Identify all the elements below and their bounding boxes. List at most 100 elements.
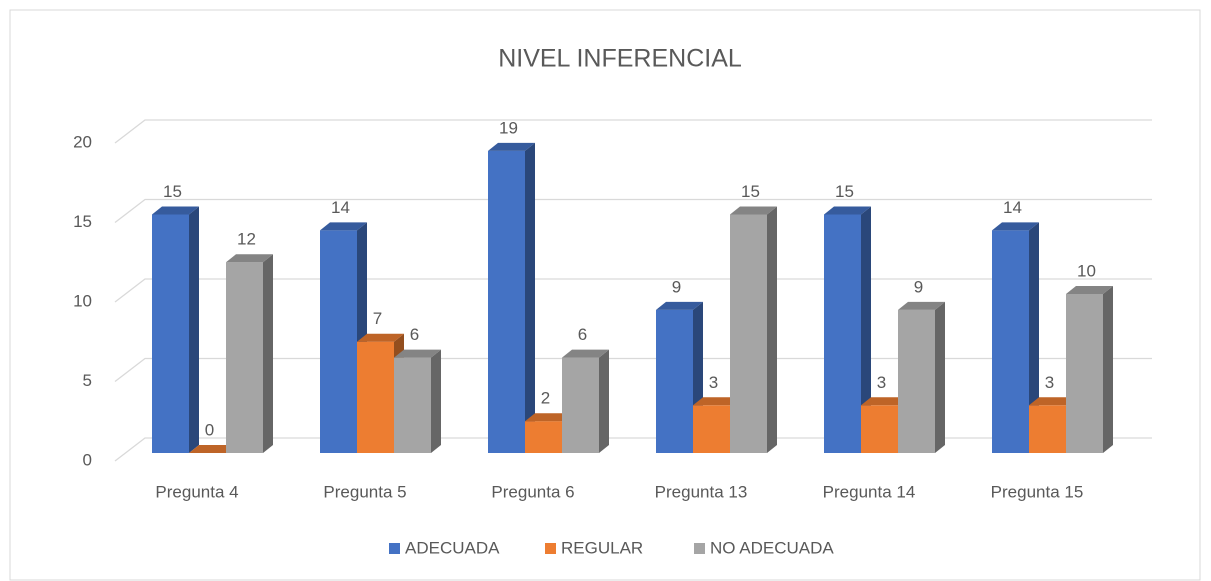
bar-top: [898, 301, 945, 310]
bar-front: [394, 357, 431, 453]
bar-front: [1029, 405, 1066, 453]
bar-front: [861, 405, 898, 453]
bar-side: [189, 206, 199, 453]
bar-top: [1029, 397, 1076, 406]
x-tick-label: Pregunta 6: [491, 482, 574, 501]
y-tick-label: 10: [73, 291, 92, 310]
bar-front: [525, 421, 562, 453]
bar-front: [357, 341, 394, 453]
bar-front: [824, 214, 861, 453]
grid-line: [114, 119, 1152, 144]
bar-front: [152, 214, 189, 453]
bar-top: [189, 445, 236, 453]
x-tick-label: Pregunta 13: [655, 482, 748, 501]
bar-side: [767, 206, 777, 453]
bar: [152, 206, 199, 453]
grid-line: [114, 278, 1152, 303]
bar-side: [1029, 222, 1039, 453]
bar: [898, 301, 945, 453]
x-tick-label: Pregunta 15: [991, 482, 1084, 501]
bar-top: [992, 222, 1039, 231]
bar-side: [935, 301, 945, 453]
y-tick-label: 0: [83, 450, 92, 469]
bar-side: [1103, 286, 1113, 453]
data-label: 15: [163, 182, 182, 201]
bar-top: [693, 397, 740, 406]
bar-front: [320, 230, 357, 453]
data-label: 14: [331, 198, 350, 217]
data-label: 6: [578, 325, 587, 344]
bar: [562, 349, 609, 453]
bar-top: [152, 206, 199, 215]
bar: [824, 206, 871, 453]
data-label: 3: [1045, 373, 1054, 392]
data-label: 6: [410, 325, 419, 344]
data-label: 15: [741, 182, 760, 201]
bar-front: [898, 309, 935, 453]
grid: [114, 119, 1152, 462]
data-label: 10: [1077, 261, 1096, 280]
bar-top: [525, 413, 572, 422]
legend-label: NO ADECUADA: [710, 538, 834, 557]
x-tick-label: Pregunta 14: [823, 482, 916, 501]
data-label: 9: [672, 277, 681, 296]
y-tick-label: 15: [73, 212, 92, 231]
bar-top: [394, 349, 441, 358]
bar-top: [562, 349, 609, 358]
bar-side: [861, 206, 871, 453]
bar: [226, 254, 273, 453]
bar-front: [488, 150, 525, 453]
data-label: 3: [877, 373, 886, 392]
bar-top: [226, 254, 273, 263]
bar-top: [656, 301, 703, 310]
bar-front: [656, 309, 693, 453]
bar: [730, 206, 777, 453]
data-label: 0: [205, 420, 214, 439]
x-tick-label: Pregunta 4: [155, 482, 238, 501]
data-label: 19: [499, 118, 518, 137]
bar-top: [488, 142, 535, 151]
bar: [488, 142, 535, 453]
grid-line: [114, 437, 1152, 462]
bar-side: [525, 142, 535, 453]
bar-front: [992, 230, 1029, 453]
bar-side: [263, 254, 273, 453]
legend-label: ADECUADA: [405, 538, 500, 557]
legend-swatch: [545, 543, 556, 554]
bar-top: [1066, 286, 1113, 294]
y-tick-label: 20: [73, 132, 92, 151]
bar-front: [1066, 294, 1103, 453]
bar-front: [693, 405, 730, 453]
data-label: 9: [914, 277, 923, 296]
chart-title: NIVEL INFERENCIAL: [498, 45, 742, 73]
legend-swatch: [694, 543, 705, 554]
bar: [394, 349, 441, 453]
bar-front: [562, 357, 599, 453]
data-label: 12: [237, 230, 256, 249]
bar-top: [824, 206, 871, 215]
data-label: 14: [1003, 198, 1022, 217]
grid-line: [114, 357, 1152, 383]
bar-top: [320, 222, 367, 231]
bar-top: [730, 206, 777, 215]
grid-line: [114, 198, 1152, 224]
bar-side: [431, 349, 441, 453]
bar-side: [599, 349, 609, 453]
legend-label: REGULAR: [561, 538, 643, 557]
bar-front: [730, 214, 767, 453]
bar-top: [861, 397, 908, 406]
legend-swatch: [389, 543, 400, 554]
data-label: 2: [541, 389, 550, 408]
bar: [1066, 286, 1113, 453]
bar: [992, 222, 1039, 453]
data-label: 3: [709, 373, 718, 392]
bars: [152, 142, 1113, 453]
x-tick-label: Pregunta 5: [323, 482, 406, 501]
data-label: 15: [835, 182, 854, 201]
y-tick-label: 5: [83, 371, 92, 390]
bar-front: [226, 262, 263, 453]
bar-top: [357, 333, 404, 342]
bar: [189, 445, 236, 453]
data-label: 7: [373, 309, 382, 328]
